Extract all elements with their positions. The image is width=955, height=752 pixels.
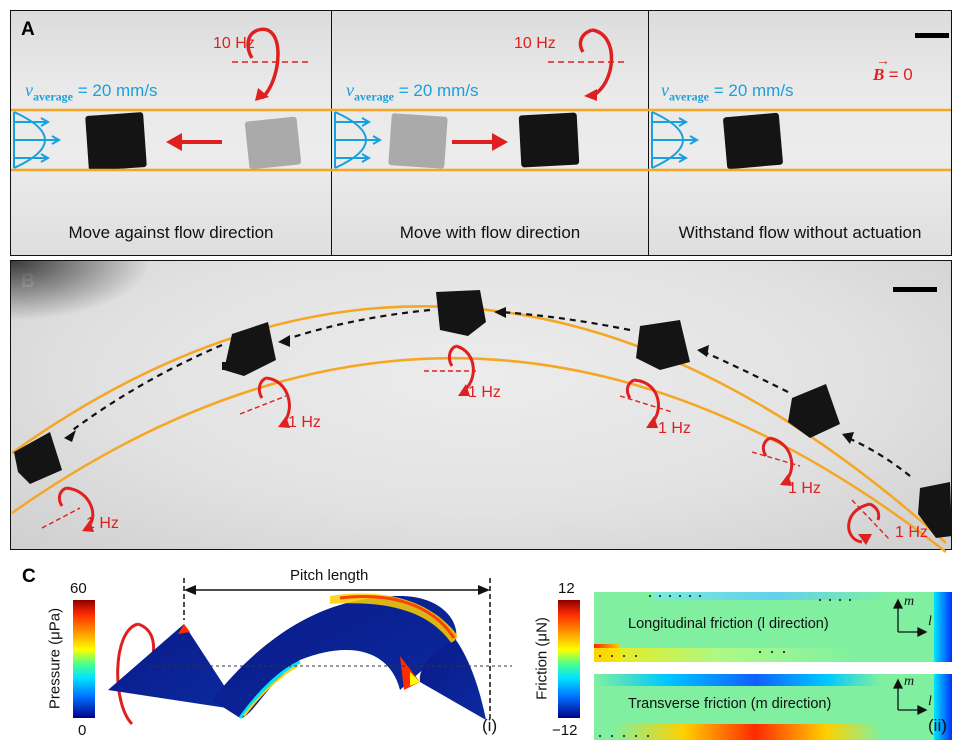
frequency-label: 1 Hz [86, 515, 119, 532]
friction-max-label: 12 [558, 580, 575, 597]
magnetic-field-label: → B = 0 [873, 54, 913, 84]
panel-c-letter: C [22, 566, 36, 587]
frequency-label: 10 Hz [213, 35, 255, 52]
frequency-label: 1 Hz [468, 384, 501, 401]
rotation-icon [232, 27, 312, 101]
axis-l-label: l [928, 694, 932, 709]
transverse-friction-label: Transverse friction (m direction) [628, 696, 832, 712]
left-arrow-icon [166, 133, 222, 151]
velocity-label: vaverage = 20 mm/s [346, 80, 479, 104]
longitudinal-friction-label: Longitudinal friction (l direction) [628, 616, 829, 632]
flow-profile-icon [651, 111, 700, 169]
axis-l-label: l [928, 614, 932, 629]
rotation-icon [239, 376, 291, 428]
right-arrow-icon [452, 133, 508, 151]
pitch-length-arrow-icon [184, 585, 490, 595]
rotation-icon [751, 436, 801, 486]
flow-profile-icon [334, 111, 383, 169]
channel-wall-inner [11, 357, 947, 553]
sub-panel-caption: Move with flow direction [399, 223, 581, 242]
friction-colorbar [558, 600, 580, 718]
microrobot [436, 290, 486, 336]
axis-m-label: m [904, 594, 915, 609]
flow-profile-icon [13, 111, 62, 169]
rotation-icon [619, 378, 673, 428]
rotation-icon [41, 486, 95, 532]
sub-panel-caption: Move against flow direction [68, 223, 274, 242]
pressure-colorbar [73, 600, 95, 718]
friction-min-label: −12 [552, 722, 578, 739]
microrobot [14, 432, 62, 484]
frequency-label: 1 Hz [658, 420, 691, 437]
microrobot [788, 384, 840, 438]
frequency-label: 1 Hz [895, 524, 928, 541]
panel-a-sub-2: vaverage = 20 mm/s 10 Hz Move with flow … [331, 10, 649, 256]
transverse-friction-map [594, 674, 952, 740]
longitudinal-friction-map [594, 592, 952, 662]
frequency-label: 1 Hz [288, 414, 321, 431]
trajectory-arrow-icon [69, 308, 911, 477]
rotation-icon [548, 28, 628, 101]
microrobot [918, 482, 952, 538]
velocity-label: vaverage = 20 mm/s [25, 80, 158, 104]
panel-a-letter: A [21, 19, 35, 40]
panel-b-overlay [11, 290, 952, 553]
panel-a-overlay [11, 27, 951, 172]
scale-bar [893, 287, 937, 292]
microrobot [222, 322, 276, 376]
helix-pressure-map [108, 593, 486, 720]
rotation-icon [424, 344, 476, 396]
subpanel-ii-label: (ii) [928, 716, 947, 735]
pressure-max-label: 60 [70, 580, 87, 597]
sub-panel-caption: Withstand flow without actuation [678, 223, 922, 242]
frequency-label: 10 Hz [514, 35, 556, 52]
pressure-min-label: 0 [78, 722, 87, 739]
vignette [11, 261, 151, 321]
velocity-label: vaverage = 20 mm/s [661, 80, 794, 104]
axis-m-label: m [904, 674, 915, 689]
frequency-label: 1 Hz [788, 480, 821, 497]
rotation-icon [847, 499, 891, 545]
scale-bar [915, 33, 949, 38]
pitch-length-label: Pitch length [290, 567, 369, 584]
microrobot [636, 320, 690, 370]
panel-a-sub-3: vaverage = 20 mm/s → B = 0 Withstand flo… [648, 10, 952, 256]
subpanel-i-label: (i) [482, 716, 498, 735]
